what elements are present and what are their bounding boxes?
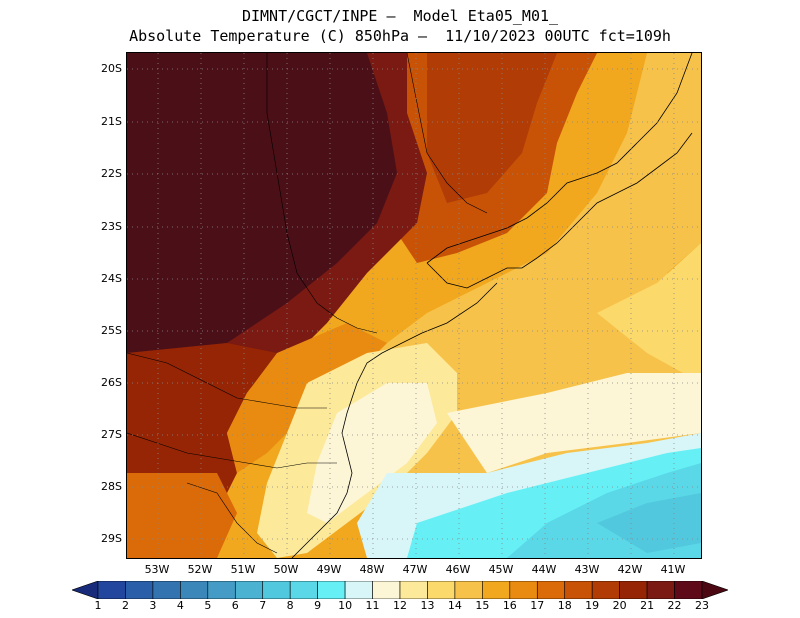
colorbar-tick-label: 20 (612, 599, 627, 612)
colorbar-tick-label: 6 (231, 599, 239, 612)
state-border-3 (286, 232, 378, 334)
lat-label-20s: 20S (101, 62, 122, 75)
title-line-1: DIMNT/CGCT/INPE – Model Eta05_M01_ (241, 7, 559, 25)
coastline-mid (426, 132, 693, 289)
lon-label-52w: 52W (187, 563, 213, 576)
lat-label-25s: 25S (101, 324, 122, 337)
lon-label-49w: 49W (316, 563, 342, 576)
state-border-1 (127, 352, 327, 409)
lon-label-50w: 50W (273, 563, 299, 576)
colorbar-swatch (674, 581, 703, 599)
lon-label-45w: 45W (488, 563, 514, 576)
temperature-map (127, 53, 701, 558)
colorbar-swatch (262, 581, 291, 599)
title-line-2: Absolute Temperature (C) 850hPa – 11/10/… (129, 27, 671, 45)
colorbar-tick-label: 16 (502, 599, 517, 612)
colorbar-tick-label: 8 (286, 599, 294, 612)
colorbar-swatch (289, 581, 318, 599)
colorbar-swatch (344, 581, 373, 599)
colorbar-swatch (207, 581, 236, 599)
colorbar-tick-label: 15 (475, 599, 490, 612)
colorbar-tick-label: 11 (365, 599, 380, 612)
lon-label-48w: 48W (359, 563, 385, 576)
colorbar-swatch (125, 581, 154, 599)
colorbar-swatch (646, 581, 675, 599)
temp-zone-12 (307, 383, 437, 523)
colorbar-swatch (454, 581, 483, 599)
colorbar-tick-label: 19 (585, 599, 600, 612)
lon-label-43w: 43W (574, 563, 600, 576)
colorbar-swatch (427, 581, 456, 599)
colorbar-swatch (399, 581, 428, 599)
lon-label-46w: 46W (445, 563, 471, 576)
state-border-5 (406, 53, 488, 214)
colorbar-swatch (536, 581, 566, 599)
lat-lon-grid (127, 53, 701, 558)
colorbar-high-arrow (701, 581, 728, 599)
lat-label-22s: 22S (101, 167, 122, 180)
lon-label-47w: 47W (402, 563, 428, 576)
lat-label-29s: 29S (101, 532, 122, 545)
state-border-6 (186, 482, 278, 554)
lat-label-23s: 23S (101, 220, 122, 233)
colorbar-tick-label: 17 (530, 599, 545, 612)
lat-label-21s: 21S (101, 115, 122, 128)
offshore-cream-band (447, 373, 701, 473)
colorbar (72, 581, 728, 599)
colorbar-swatch (372, 581, 401, 599)
map-panel (126, 52, 702, 559)
colorbar-swatch (97, 581, 126, 599)
lon-label-51w: 51W (230, 563, 256, 576)
colorbar-tick-label: 4 (176, 599, 184, 612)
colorbar-tick-label: 12 (393, 599, 407, 612)
colorbar-tick-label: 3 (149, 599, 157, 612)
lat-label-26s: 26S (101, 376, 122, 389)
colorbar-swatch (564, 581, 593, 599)
colorbar-tick-label: 22 (667, 599, 682, 612)
colorbar-swatch (234, 581, 264, 599)
colorbar-tick-label: 5 (204, 599, 212, 612)
colorbar-swatch (180, 581, 209, 599)
colorbar-tick-label: 2 (121, 599, 129, 612)
colorbar-tick-label: 18 (557, 599, 572, 612)
temp-zone-18 (127, 473, 237, 558)
temp-zone-8 (597, 493, 701, 553)
colorbar-swatch (591, 581, 620, 599)
colorbar-tick-label: 9 (314, 599, 322, 612)
lat-label-27s: 27S (101, 428, 122, 441)
lon-label-41w: 41W (660, 563, 686, 576)
state-border-2 (127, 432, 337, 469)
state-border-4 (266, 53, 288, 234)
temp-zone-15 (597, 243, 701, 383)
colorbar-tick-label: 14 (447, 599, 462, 612)
lon-label-42w: 42W (617, 563, 643, 576)
colorbar-swatch (152, 581, 181, 599)
colorbar-swatch (619, 581, 648, 599)
colorbar-tick-label: 7 (259, 599, 267, 612)
colorbar-swatch (482, 581, 511, 599)
colorbar-tick-label: 10 (338, 599, 353, 612)
colorbar-tick-label: 1 (94, 599, 102, 612)
lon-label-44w: 44W (531, 563, 557, 576)
lat-label-28s: 28S (101, 480, 122, 493)
coastline-south (291, 282, 498, 558)
temp-zone-23 (127, 53, 397, 353)
lat-label-24s: 24S (101, 272, 122, 285)
temp-zone-20 (427, 53, 557, 203)
colorbar-low-arrow (72, 581, 99, 599)
colorbar-swatch (317, 581, 346, 599)
colorbar-tick-label: 21 (640, 599, 655, 612)
colorbar-swatch (509, 581, 538, 599)
colorbar-tick-label: 23 (695, 599, 709, 612)
coastline-north (426, 53, 693, 264)
colorbar-tick-label: 13 (420, 599, 435, 612)
lon-label-53w: 53W (144, 563, 170, 576)
